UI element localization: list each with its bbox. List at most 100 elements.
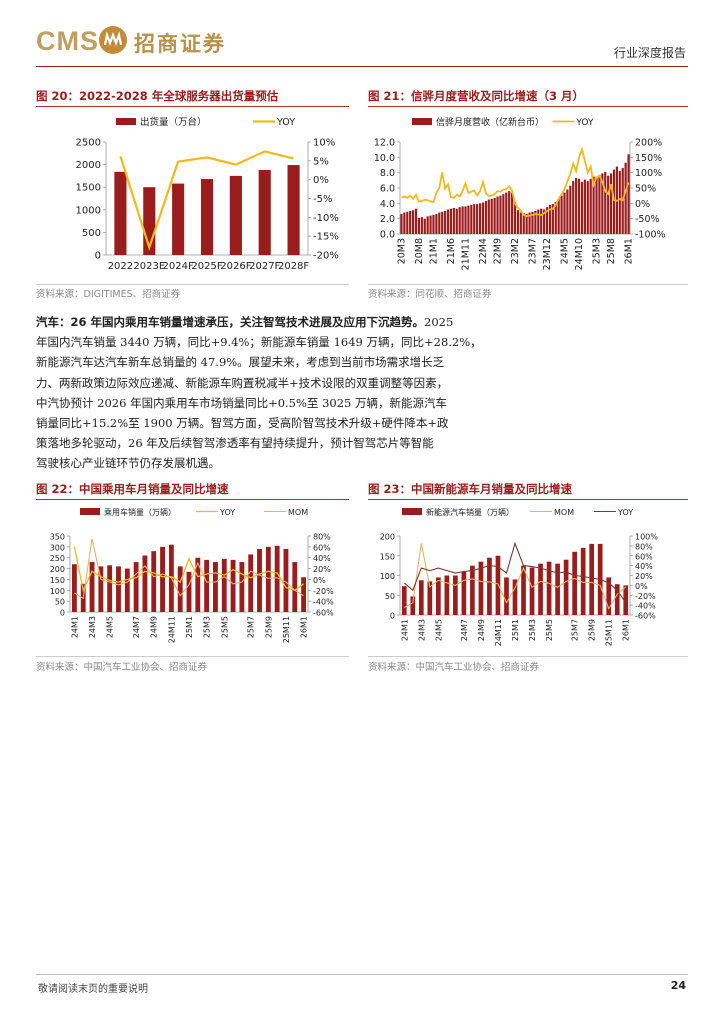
y-tick-label-left: 10.0 (374, 153, 395, 164)
legend-swatch (80, 508, 100, 515)
bar (555, 563, 560, 615)
y-tick-label-right: 80% (635, 542, 653, 551)
bar (534, 211, 537, 234)
bar (476, 204, 479, 234)
legend-label: YOY (575, 118, 594, 128)
y-tick-label-right: 100% (635, 533, 658, 542)
x-tick-label: 26M1 (300, 616, 309, 638)
bar (499, 195, 502, 234)
x-tick-label: 24M7 (460, 619, 469, 641)
y-tick-label-left: 1000 (76, 205, 101, 216)
bar (572, 181, 575, 234)
x-tick-label: 24M11 (167, 616, 176, 643)
x-tick-label: 24M1 (400, 619, 409, 641)
y-tick-label-right: 40% (635, 562, 653, 571)
fig22-title-rule (36, 499, 349, 500)
bar (566, 189, 569, 234)
bar (618, 171, 621, 234)
fig22-title: 图 22：中国乘用车月销量及同比增速 (36, 482, 229, 496)
y-tick-label-right: -60% (635, 612, 656, 621)
x-tick-label: 2028F (278, 261, 309, 272)
x-tick-label: 23M2 (510, 238, 521, 264)
bar (577, 178, 581, 234)
x-tick-label: 2023E (133, 261, 165, 272)
bar (107, 565, 113, 612)
x-tick-label: 25M5 (545, 619, 554, 641)
x-tick-label: 26M1 (624, 238, 635, 264)
fig23-title-rule (368, 499, 688, 500)
paragraph-line: 销量同比+15.2%至 1900 万辆。智驾方面，受高阶智驾技术升级+硬件降本+… (36, 416, 449, 431)
bar (444, 575, 450, 615)
y-tick-label-left: 100 (50, 587, 65, 596)
bar (560, 195, 563, 234)
bar (452, 207, 455, 234)
fig22-source: 资料来源：中国汽车工业协会、招商证券 (36, 662, 208, 673)
bar (464, 206, 467, 234)
x-tick-label: 24M9 (477, 619, 486, 641)
bar (572, 551, 577, 615)
bar (435, 577, 441, 615)
y-tick-label-left: 250 (50, 554, 65, 563)
legend-label: 新能源汽车销量（万辆） (426, 507, 514, 517)
fig21-title: 图 21：信骅月度营收及同比增速（3 月） (368, 89, 585, 103)
bar (589, 178, 592, 234)
bar (449, 208, 453, 234)
page-number: 24 (670, 979, 686, 992)
bar (292, 562, 298, 612)
bar (229, 175, 242, 255)
y-tick-label-right: 20% (313, 565, 331, 574)
y-tick-label-left: 0 (390, 612, 395, 621)
bar (423, 218, 426, 234)
bar (563, 559, 569, 615)
paragraph-lead: 汽车：26 年国内乘用车销量增速承压，关注智驾技术进展及应用下沉趋势。 (36, 315, 425, 329)
legend-label: 出货量（万台） (140, 116, 207, 128)
bar (257, 549, 262, 612)
bar (458, 207, 461, 234)
bar (614, 584, 620, 615)
legend-swatch (402, 508, 422, 515)
bar (467, 205, 470, 234)
bar (529, 567, 535, 615)
bar (563, 192, 566, 234)
bar (420, 217, 423, 234)
bar (583, 179, 586, 234)
bar (204, 559, 210, 612)
y-tick-label-left: 0 (95, 251, 101, 262)
bar (609, 173, 613, 234)
legend-swatch (116, 118, 136, 125)
bar (426, 216, 429, 234)
bar (124, 568, 130, 612)
bar (551, 204, 554, 234)
bar (516, 210, 520, 234)
x-tick-label: 23M7 (527, 238, 538, 264)
legend-label: YOY (219, 508, 235, 517)
legend-label: YOY (276, 117, 295, 128)
bar (461, 206, 464, 234)
paragraph-line: 中汽协预计 2026 年国内乘用车市场销量同比+0.5%至 3025 万辆，新能… (36, 395, 448, 410)
y-tick-label-right: 100% (635, 168, 662, 179)
fig23-source: 资料来源：中国汽车工业协会、招商证券 (368, 662, 540, 673)
bar (601, 173, 604, 234)
y-tick-label-right: 0% (313, 576, 326, 585)
x-tick-label: 24M5 (559, 238, 570, 264)
bar (177, 566, 183, 612)
x-tick-label: 24M5 (434, 619, 443, 641)
y-tick-label-right: -60% (313, 609, 334, 618)
x-tick-label: 24M3 (88, 616, 97, 638)
bar (98, 566, 104, 612)
bar (400, 214, 403, 234)
bar (116, 566, 121, 612)
x-tick-label: 25M11 (282, 616, 291, 643)
x-tick-label: 25M7 (247, 616, 256, 638)
fig20-title: 图 20：2022-2028 年全球服务器出货量预估 (36, 89, 279, 103)
bar (525, 214, 528, 234)
x-tick-label: 25M1 (511, 619, 520, 641)
bar (510, 192, 514, 234)
x-tick-label: 22M9 (493, 238, 504, 264)
bar (484, 201, 487, 234)
x-tick-label: 24M11 (494, 619, 503, 646)
paragraph-line: 年国内汽车销量 3440 万辆，同比+9.4%；新能源车销量 1649 万辆，同… (36, 335, 482, 350)
x-tick-label: 25M9 (264, 616, 273, 638)
fig22-source-rule (36, 656, 349, 657)
